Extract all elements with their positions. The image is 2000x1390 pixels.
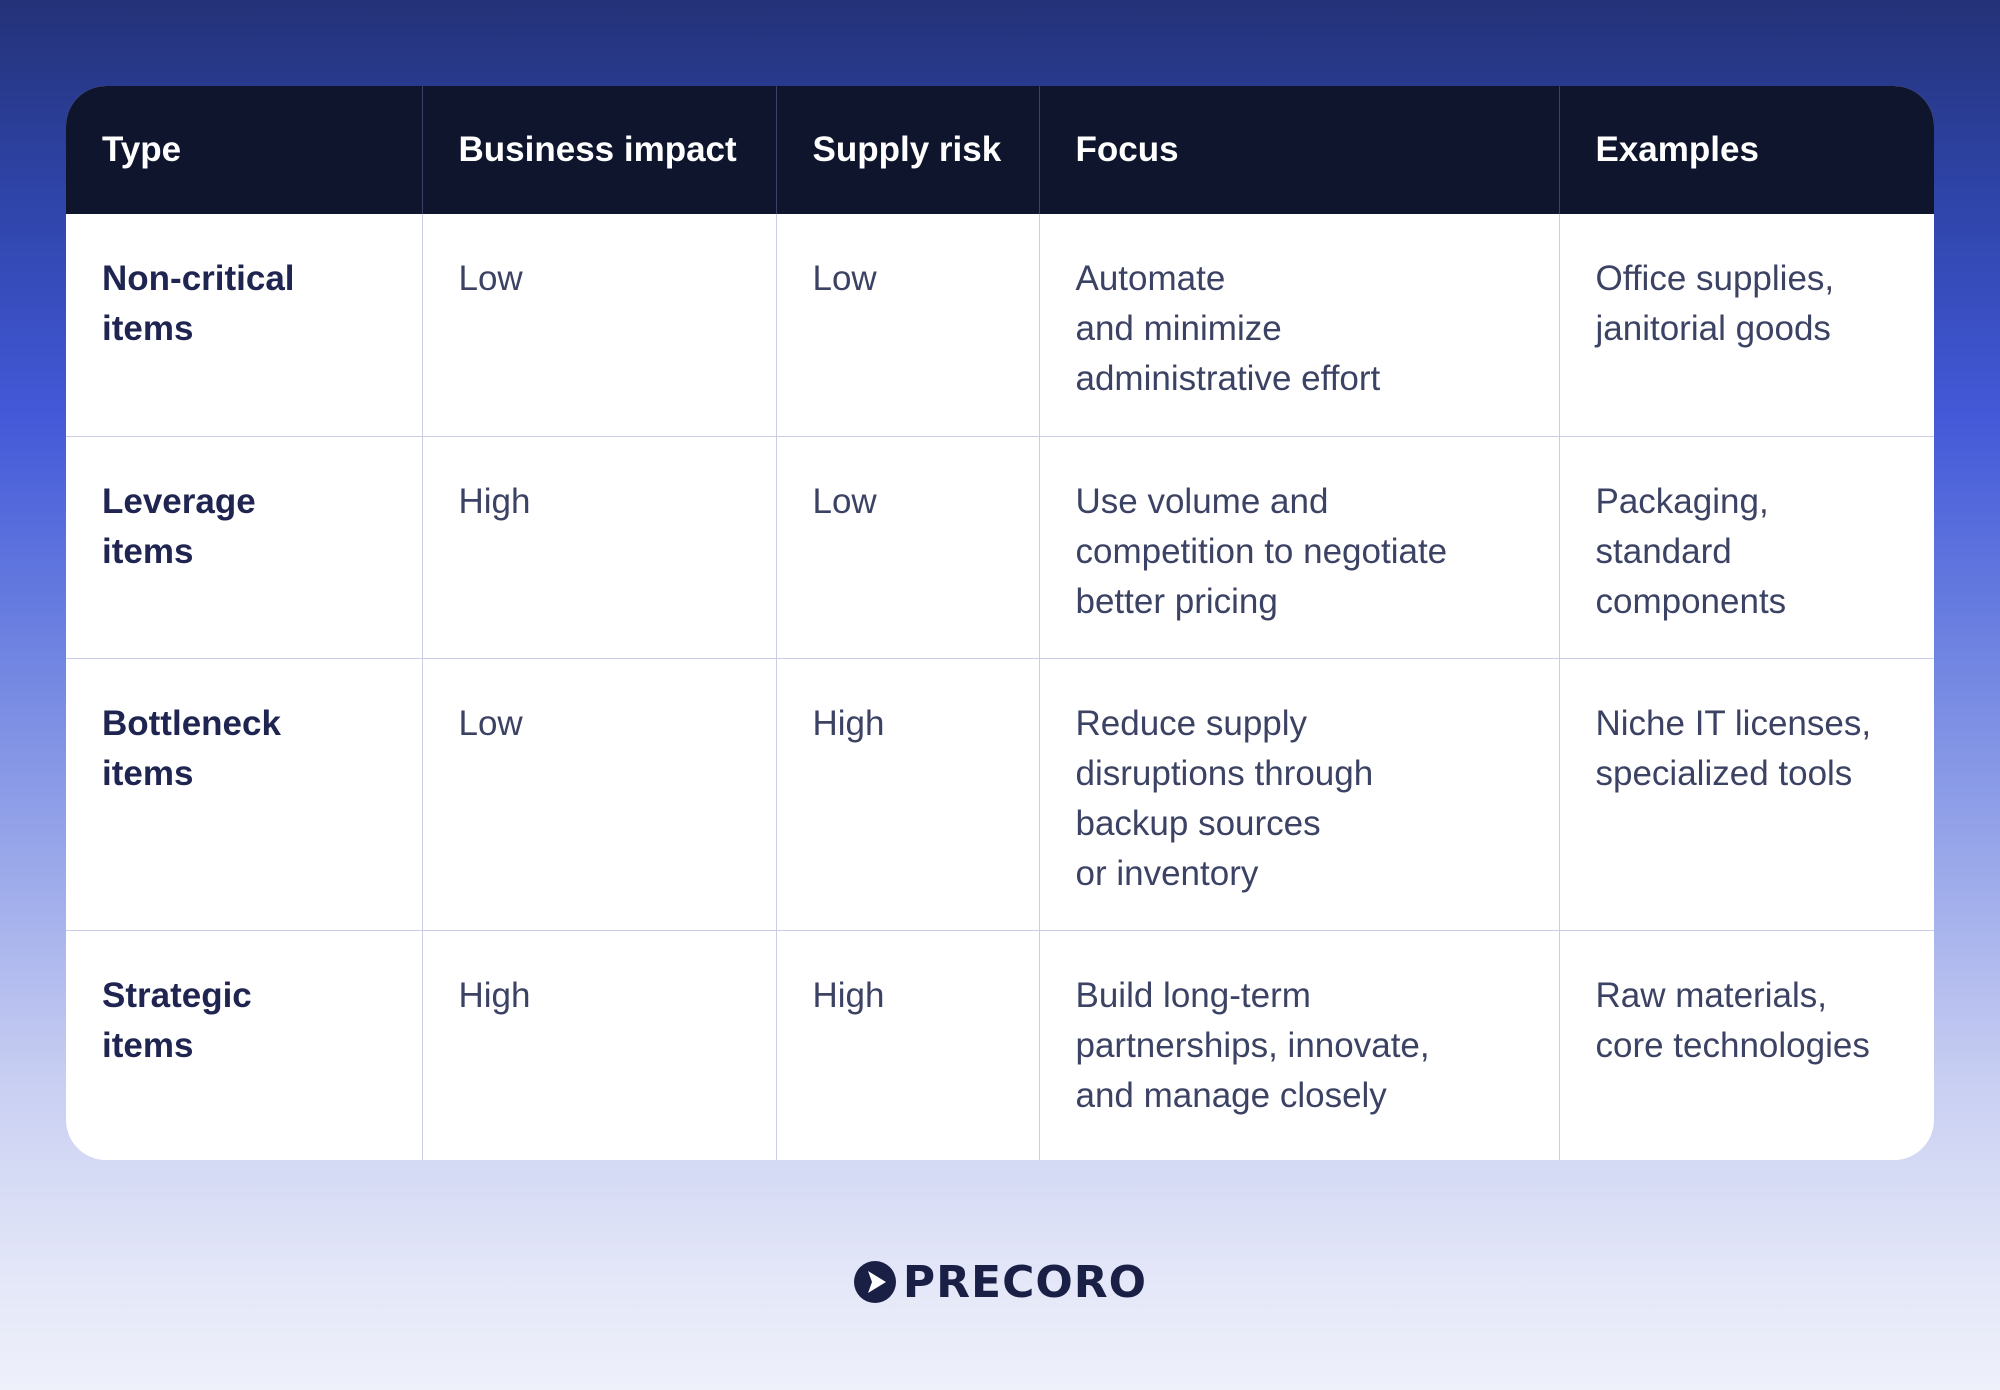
table-row: Leverage items High Low Use volume and c…	[66, 435, 1934, 658]
cell-business-impact: Low	[421, 657, 776, 930]
cell-supply-risk: High	[775, 657, 1039, 930]
column-header-focus: Focus	[1038, 86, 1559, 214]
table-row: Bottleneck items Low High Reduce supply …	[66, 657, 1934, 930]
cell-focus: Reduce supply disruptions through backup…	[1038, 657, 1559, 930]
cell-type: Leverage items	[66, 435, 422, 658]
cell-type: Non-critical items	[102, 259, 295, 348]
column-header-supply-risk: Supply risk	[775, 86, 1039, 214]
column-header-examples: Examples	[1558, 86, 1934, 214]
precoro-logo: PRECORO	[0, 1252, 2000, 1312]
column-header-type: Type	[102, 130, 182, 169]
cell-examples: Raw materials, core technologies	[1558, 929, 1934, 1160]
matrix-table-card: Type Business impact Supply risk Focus E…	[66, 86, 1934, 1160]
cell-examples: Niche IT licenses, specialized tools	[1558, 657, 1934, 930]
cell-examples: Packaging, standard components	[1558, 435, 1934, 658]
cell-supply-risk: Low	[775, 214, 1039, 436]
column-header-business-impact: Business impact	[421, 86, 776, 214]
cell-focus: Use volume and competition to negotiate …	[1038, 435, 1559, 658]
cell-type: Strategic items	[66, 929, 422, 1160]
cell-supply-risk: High	[775, 929, 1039, 1160]
cell-business-impact: High	[421, 435, 776, 658]
table-header-row: Type Business impact Supply risk Focus E…	[66, 86, 1934, 214]
cell-focus: Automate and minimize administrative eff…	[1038, 214, 1559, 436]
cell-type: Bottleneck items	[66, 657, 422, 930]
cell-examples: Office supplies, janitorial goods	[1558, 214, 1934, 436]
cell-business-impact: High	[421, 929, 776, 1160]
cell-supply-risk: Low	[775, 435, 1039, 658]
brand-name: PRECORO	[902, 1256, 1148, 1308]
table-row: Strategic items High High Build long-ter…	[66, 929, 1934, 1160]
cell-business-impact: Low	[421, 214, 776, 436]
kraljic-matrix-table: Type Business impact Supply risk Focus E…	[66, 86, 1934, 1160]
play-circle-icon	[853, 1261, 896, 1303]
table-row: Non-critical items Low Low Automate and …	[66, 214, 1934, 436]
cell-focus: Build long-term partnerships, innovate, …	[1038, 929, 1559, 1160]
